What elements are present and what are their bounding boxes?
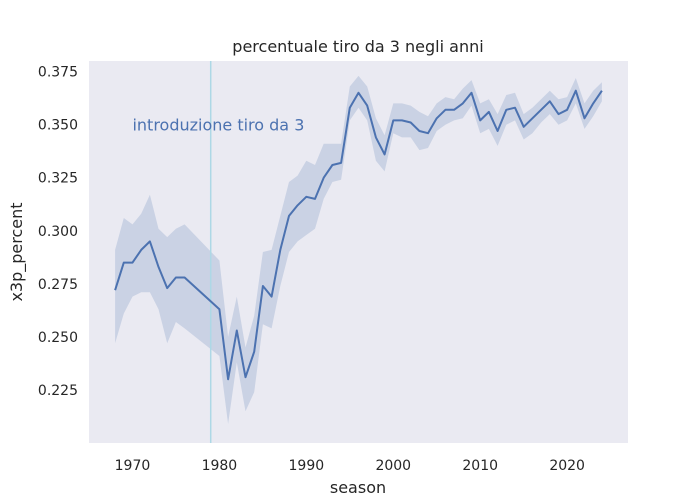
x-tick-layer: 1970 1980 1990 2000 2010 2020 <box>115 458 585 474</box>
confidence-band-layer <box>115 75 602 424</box>
y-tick-label: 0.300 <box>38 224 78 240</box>
annotation-text: introduzione tiro da 3 <box>132 116 304 135</box>
chart-title: percentuale tiro da 3 negli anni <box>232 37 483 56</box>
y-tick-label: 0.325 <box>38 171 78 187</box>
series-line-layer <box>114 89 603 381</box>
y-tick-layer: 0.225 0.250 0.275 0.300 0.325 0.350 0.375 <box>38 65 78 399</box>
x-tick-label: 1970 <box>115 458 151 474</box>
y-tick-label: 0.375 <box>38 65 78 81</box>
y-axis-title: x3p_percent <box>7 202 27 301</box>
x-tick-label: 1980 <box>202 458 238 474</box>
y-tick-label: 0.250 <box>38 330 78 346</box>
series-line <box>114 89 603 381</box>
x-tick-label: 2000 <box>375 458 411 474</box>
x-tick-label: 1990 <box>289 458 325 474</box>
y-tick-label: 0.275 <box>38 277 78 293</box>
y-tick-label: 0.350 <box>38 118 78 134</box>
x-tick-label: 2020 <box>549 458 585 474</box>
x-axis-title: season <box>330 478 386 497</box>
confidence-band <box>115 75 602 424</box>
y-tick-label: 0.225 <box>38 383 78 399</box>
x-tick-label: 2010 <box>462 458 498 474</box>
plot-area <box>89 61 628 443</box>
